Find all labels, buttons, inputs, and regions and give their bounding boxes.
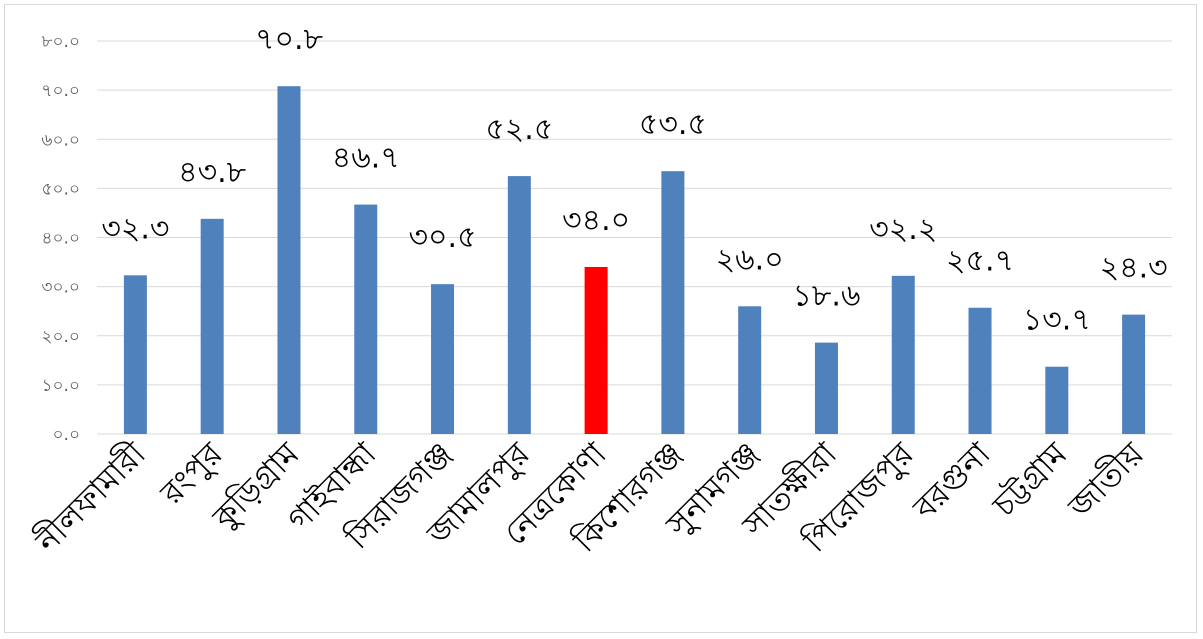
y-tick-label: ৪০.০ xyxy=(41,229,80,249)
bar xyxy=(277,86,301,434)
bar xyxy=(507,176,531,434)
data-label: ৪৬.৭ xyxy=(332,141,400,176)
category-label: বরগুনা xyxy=(905,434,998,527)
category-label: নীলফামারী xyxy=(27,433,154,560)
data-label: ২৬.০ xyxy=(716,242,784,277)
bar xyxy=(123,275,147,434)
data-label: ৩০.৫ xyxy=(409,220,477,255)
y-tick-label: ২০.০ xyxy=(41,327,80,347)
bars xyxy=(123,86,1146,434)
category-label: চট্টগ্রাম xyxy=(984,434,1075,525)
bar xyxy=(1122,314,1146,434)
bar xyxy=(891,275,915,434)
data-label: ৪৩.৮ xyxy=(178,155,246,190)
y-tick-label: ৩০.০ xyxy=(41,278,80,298)
data-labels: ৩২.৩ ৪৩.৮ ৭০.৮ ৪৬.৭ ৩০.৫ ৫২.৫ ৩৪.০ ৫৩.৫ ২৬.০১৮.৬… xyxy=(101,22,1167,338)
bar xyxy=(1045,366,1069,434)
y-tick-label: ১০.০ xyxy=(41,376,80,396)
bar xyxy=(431,284,455,434)
y-axis-ticks: ০.০ ১০.০ ২০.০ ৩০.০ ৪০.০ ৫০.০ ৬০.০ ৭০.০ ৮০.০ xyxy=(41,32,80,445)
y-tick-label: ৬০.০ xyxy=(41,130,80,150)
data-label: ৭০.৮ xyxy=(255,22,323,57)
data-label: ৫২.৫ xyxy=(485,112,553,147)
gridlines xyxy=(97,40,1172,435)
data-label: ৩২.৩ xyxy=(101,211,169,246)
data-label: ২৫.৭ xyxy=(946,244,1014,279)
data-label: ১৮.৬ xyxy=(792,279,860,314)
bar xyxy=(200,218,224,434)
y-tick-label: ৫০.০ xyxy=(41,179,80,199)
bar xyxy=(738,306,762,434)
category-labels: নীলফামারী রংপুরকুড়িগ্রামগাইবান্ধাসিরাজগঞ… xyxy=(27,433,1152,561)
y-tick-label: ৭০.০ xyxy=(41,81,80,101)
y-tick-label: ৮০.০ xyxy=(41,32,80,52)
bar xyxy=(968,307,992,434)
data-label: ২৪.৩ xyxy=(1100,251,1168,286)
bar xyxy=(354,204,378,434)
y-tick-label: ০.০ xyxy=(52,425,80,445)
data-label: ৩২.২ xyxy=(869,212,937,247)
data-label: ১৩.৭ xyxy=(1023,303,1091,338)
data-label: ৫৩.৫ xyxy=(639,107,707,142)
data-label: ৩৪.০ xyxy=(562,203,630,238)
bar xyxy=(584,266,608,434)
bar xyxy=(661,171,685,434)
category-label: জাতীয় xyxy=(1059,433,1152,526)
bar xyxy=(814,342,838,434)
